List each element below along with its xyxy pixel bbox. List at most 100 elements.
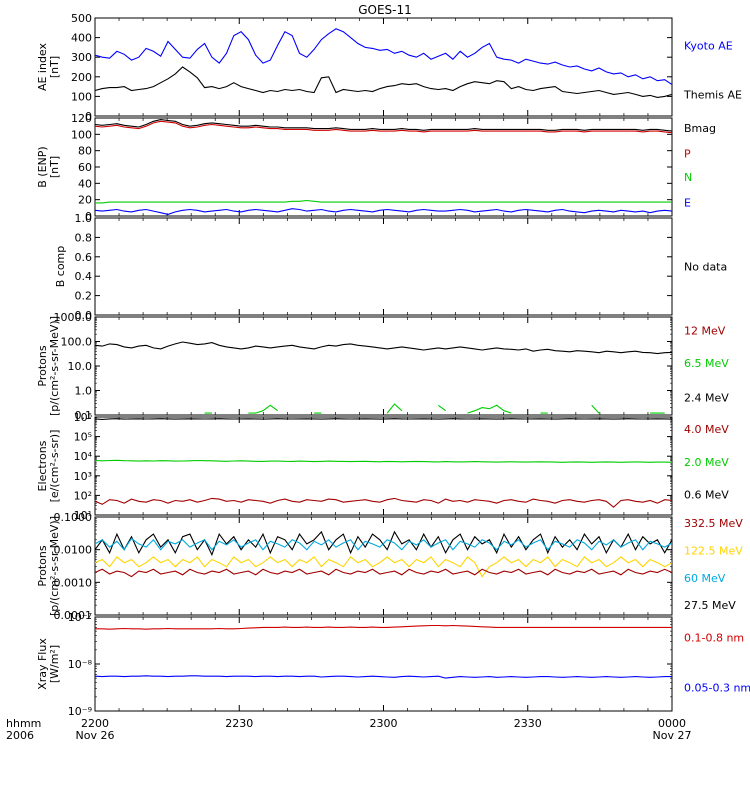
y-tick-label: 10³: [74, 470, 92, 483]
time-axis-row-label-2: 2006: [6, 729, 34, 742]
y-tick-label: 0.4: [75, 270, 93, 283]
legend-entry: 6.5 MeV: [684, 357, 729, 370]
series-line-themis-ae: [94, 66, 673, 98]
y-tick-label: 0.1000: [54, 511, 93, 524]
y-tick-label: 0.1: [75, 409, 93, 422]
y-axis-label: [p/(cm²-s-sr-MeV)]: [48, 516, 61, 616]
panel-ae: 0 100 200 300 400 500 AE index [nT] Kyoto AE Them…: [36, 12, 742, 123]
y-tick-label: 10⁻⁹: [68, 705, 92, 718]
legend-entry: 2.4 MeV: [684, 391, 729, 404]
y-tick-label: 100.0: [61, 336, 93, 349]
y-tick-label: 10⁵: [74, 431, 92, 444]
legend-entry: E: [684, 196, 691, 209]
legend-entry: P: [684, 147, 691, 160]
y-axis-label: [p/(cm²-s-sr-MeV)]: [48, 316, 61, 416]
series-line-60-mev: [94, 537, 673, 551]
legend-entry: 0.1-0.8 nm: [684, 632, 744, 645]
panel-frame: [94, 316, 673, 416]
y-axis-label: [nT]: [48, 156, 61, 178]
y-axis-label: [e/(cm²-s-sr)]: [48, 430, 61, 503]
legend-entry: Kyoto AE: [684, 39, 733, 52]
y-tick-label: 10⁴: [74, 450, 93, 463]
legend-entry: Themis AE: [683, 88, 742, 101]
x-date-label: Nov 27: [653, 729, 692, 742]
y-axis-label: Xray Flux: [36, 638, 49, 690]
series-line-kyoto-ae: [94, 28, 673, 86]
legend-entry: N: [684, 171, 692, 184]
y-tick-label: 400: [71, 32, 92, 45]
time-axis-row-label-1: hhmm: [6, 717, 41, 730]
y-tick-label: 500: [71, 12, 92, 25]
legend-entry: 27.5 MeV: [684, 599, 736, 612]
legend-entry: 332.5 MeV: [684, 517, 743, 530]
y-tick-label: 0.0010: [54, 576, 93, 589]
y-tick-label: 10⁻⁷: [68, 611, 92, 624]
y-axis-label: Protons: [36, 345, 49, 386]
legend-entry: 122.5 MeV: [684, 544, 743, 557]
x-tick-label: 0000: [658, 717, 686, 730]
y-axis-label: B (ENP): [36, 146, 49, 187]
x-date-label: Nov 26: [76, 729, 115, 742]
y-tick-label: 10⁶: [74, 411, 93, 424]
y-tick-label: 0.8: [75, 231, 93, 244]
y-tick-label: 10¹: [74, 509, 92, 522]
panel-protons_high: 0.0001 0.0010 0.0100 0.1000 Protons [p/(cm²-s…: [36, 511, 743, 622]
y-axis-label: B comp: [54, 246, 67, 288]
legend-entry: 0.05-0.3 nm: [684, 682, 750, 695]
series-line-0-6-mev: [94, 418, 673, 420]
panel-frame: [94, 117, 673, 217]
y-tick-label: 0.0001: [54, 609, 93, 622]
chart-title: GOES-11: [358, 3, 412, 17]
y-axis-label: AE index: [36, 42, 49, 91]
x-tick-label: 2330: [514, 717, 542, 730]
series-line-2-4-mev: [94, 341, 673, 355]
legend-entry: No data: [684, 261, 727, 274]
legend-entry: Bmag: [684, 122, 716, 135]
y-tick-label: 10.0: [68, 360, 93, 373]
y-tick-label: 0.2: [75, 290, 93, 303]
panel-frame: [94, 516, 673, 616]
legend-entry: 60 MeV: [684, 572, 726, 585]
series-line-332-5-mev: [94, 568, 673, 578]
y-tick-label: 120: [71, 112, 92, 125]
series-line-122-5-mev: [94, 556, 673, 578]
y-tick-label: 80: [78, 145, 92, 158]
y-tick-label: 100: [71, 90, 92, 103]
panel-bcomp: 0.0 0.2 0.4 0.6 0.8 1.0 B comp No data: [54, 212, 727, 322]
y-tick-label: 0.0: [75, 309, 93, 322]
y-tick-label: 60: [78, 161, 92, 174]
y-tick-label: 300: [71, 51, 92, 64]
legend-entry: 2.0 MeV: [684, 456, 729, 469]
series-line-4-0-mev: [94, 497, 673, 508]
y-tick-label: 10⁻⁸: [68, 658, 93, 671]
series-line-p: [94, 120, 673, 134]
series-line-e: [94, 208, 673, 215]
y-axis-label: [W/m²]: [48, 645, 61, 683]
y-tick-label: 40: [78, 177, 92, 190]
y-tick-label: 1000.0: [54, 311, 93, 324]
series-line-bmag: [94, 119, 673, 132]
legend-entry: 0.6 MeV: [684, 488, 729, 501]
y-tick-label: 100: [71, 128, 92, 141]
y-tick-label: 20: [78, 194, 92, 207]
panel-frame: [94, 17, 673, 117]
y-tick-label: 1.0: [75, 212, 93, 225]
y-tick-label: 0.6: [75, 251, 93, 264]
y-tick-label: 0: [85, 110, 92, 123]
y-tick-label: 10²: [74, 489, 92, 502]
x-tick-label: 2200: [81, 717, 109, 730]
panel-protons_low: 0.1 1.0 10.0 100.0 1000.0 Protons [p/(cm²-s-sr…: [36, 311, 729, 422]
series-line-0-05-0-3-nm: [94, 675, 672, 679]
y-tick-label: 0.0100: [54, 544, 93, 557]
y-tick-label: 200: [71, 71, 92, 84]
legend-entry: 12 MeV: [684, 325, 726, 338]
series-line-6-5-mev: [204, 403, 665, 414]
series-line-0-1-0-8-nm: [95, 624, 672, 630]
y-axis-label: [nT]: [48, 56, 61, 78]
panel-xray: 10⁻⁹ 10⁻⁸ 10⁻⁷ Xray Flux [W/m²] 0.1-0.8 nm 0.0…: [36, 611, 750, 718]
panel-electrons: 10¹ 10² 10³ 10⁴ 10⁵ 10⁶ Electrons [e/(cm²-s-sr)…: [36, 411, 729, 522]
y-axis-label: Electrons: [36, 440, 49, 491]
legend-entry: 4.0 MeV: [684, 423, 729, 436]
